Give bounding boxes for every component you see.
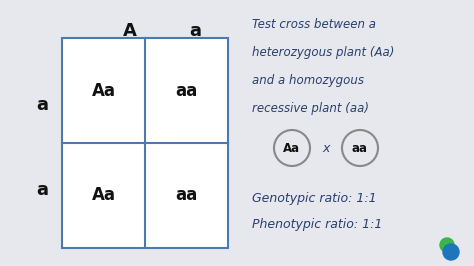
Text: Aa: Aa — [91, 186, 116, 205]
Circle shape — [342, 130, 378, 166]
Bar — [62, 38, 228, 248]
Circle shape — [440, 238, 454, 252]
Text: Test cross between a: Test cross between a — [252, 18, 376, 31]
Circle shape — [274, 130, 310, 166]
Text: heterozygous plant (Aa): heterozygous plant (Aa) — [252, 46, 394, 59]
Text: x: x — [322, 142, 330, 155]
Text: Genotypic ratio: 1:1: Genotypic ratio: 1:1 — [252, 192, 377, 205]
Text: recessive plant (aa): recessive plant (aa) — [252, 102, 369, 115]
Text: a: a — [36, 96, 48, 114]
Text: A: A — [123, 22, 137, 40]
Text: aa: aa — [352, 142, 368, 155]
Text: aa: aa — [175, 81, 198, 99]
Text: Aa: Aa — [283, 142, 301, 155]
Circle shape — [443, 244, 459, 260]
Text: aa: aa — [175, 186, 198, 205]
Text: a: a — [189, 22, 201, 40]
Text: a: a — [36, 181, 48, 199]
Text: Phenotypic ratio: 1:1: Phenotypic ratio: 1:1 — [252, 218, 383, 231]
Text: and a homozygous: and a homozygous — [252, 74, 364, 87]
Text: Aa: Aa — [91, 81, 116, 99]
